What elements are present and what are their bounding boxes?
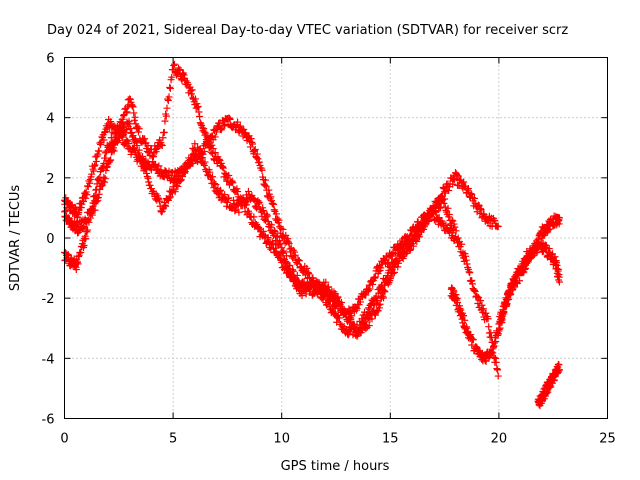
plot-frame xyxy=(64,57,608,419)
series-track-c xyxy=(61,118,459,323)
x-tick-label: 25 xyxy=(599,432,616,447)
series-track-f xyxy=(534,360,563,410)
y-tick-label: 4 xyxy=(46,112,54,127)
y-tick-label: 2 xyxy=(46,172,54,187)
y-axis-label: SDTVAR / TECUs xyxy=(8,185,23,292)
x-tick-label: 20 xyxy=(491,432,508,447)
y-tick-label: 6 xyxy=(46,52,54,67)
series-track-e xyxy=(495,212,563,328)
x-tick-label: 10 xyxy=(273,432,290,447)
marker-group-track-e xyxy=(495,212,563,328)
marker-group-track-c xyxy=(61,118,459,323)
grid-lines xyxy=(64,57,608,419)
chart-title: Day 024 of 2021, Sidereal Day-to-day VTE… xyxy=(47,23,568,38)
x-tick-label: 0 xyxy=(60,432,68,447)
x-tick-label: 15 xyxy=(382,432,399,447)
x-tick-label: 5 xyxy=(169,432,177,447)
series-track-a xyxy=(61,114,502,339)
y-tick-label: -2 xyxy=(42,292,55,307)
marker-group-track-f xyxy=(534,360,563,410)
x-axis-label: GPS time / hours xyxy=(281,459,390,474)
y-tick-label: -4 xyxy=(42,352,55,367)
y-tick-label: -6 xyxy=(42,413,55,428)
data-points xyxy=(61,60,563,410)
y-tick-label: 0 xyxy=(46,232,54,247)
marker-group-track-a xyxy=(61,114,502,339)
